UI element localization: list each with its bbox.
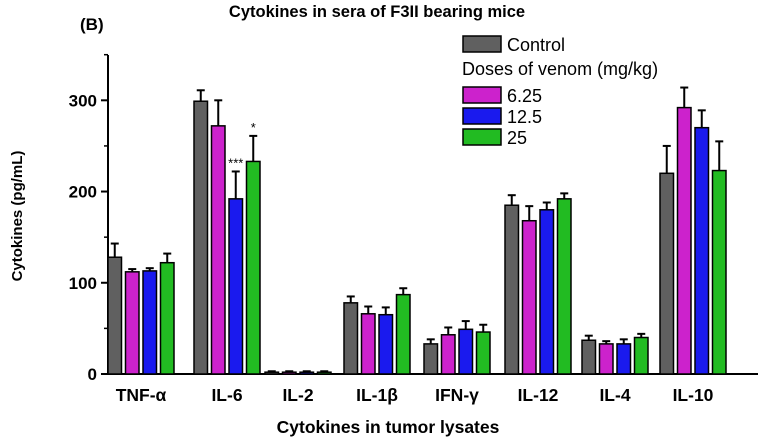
bar-25-il-6 [245,160,261,375]
x-tick-label: IL-10 [673,385,714,405]
x-tick-label: IL-4 [599,385,630,405]
bar-control-il-10 [659,172,675,375]
legend: Control Doses of venom (mg/kg) 6.25 12.5… [462,35,658,148]
bar-12-5-il-10 [694,126,710,375]
y-tick-label: 300 [69,91,97,110]
legend-swatch-control [462,35,502,53]
legend-swatch-6-25 [462,86,502,104]
bar-12-5-il-6 [228,198,244,375]
bar-6-25-il-4 [598,343,614,375]
panel-label: (B) [80,15,104,34]
bar-25-il-12 [556,198,572,375]
significance-label: *** [228,155,243,170]
bar-control-il-12 [504,204,520,375]
legend-subtitle: Doses of venom (mg/kg) [462,59,658,79]
bar-12-5-il-12 [539,209,555,375]
bar-6-25-il-1 [360,313,376,375]
bar-25-il-10 [711,169,727,375]
bar-25-il-1 [395,293,411,375]
bar-6-25-il-10 [676,106,692,375]
x-tick-label: IL-6 [211,385,242,405]
legend-label-12-5: 12.5 [507,107,542,127]
x-tick-label: TNF-α [116,385,167,405]
bar-12-5-il-4 [616,343,632,375]
legend-label-control: Control [507,35,565,55]
bar-25-ifn [475,331,491,375]
bar-6-25-il-2 [281,371,297,375]
significance-label: * [251,120,256,135]
bar-6-25-il-12 [521,219,537,375]
bar-control-ifn [423,343,439,375]
bar-12-5-il-1 [378,313,394,375]
x-tick-label: IL-1β [356,385,398,405]
bar-12-5-il-2 [299,371,315,375]
bar-control-il-6 [193,100,209,375]
bar-control-il-4 [581,339,597,375]
chart-title: Cytokines in sera of F3II bearing mice [229,3,525,21]
bar-control-il-1 [343,302,359,375]
x-axis-label: Cytokines in tumor lysates [277,417,500,437]
legend-swatch-25 [462,128,502,146]
bar-12-5-ifn [458,328,474,375]
y-axis-label: Cytokines (pg/mL) [9,151,26,282]
legend-swatch-12-5 [462,107,502,125]
x-tick-label: IFN-γ [435,385,479,405]
bar-6-25-ifn [440,334,456,375]
x-tick-label: IL-12 [518,385,559,405]
annotations: **** [228,120,256,171]
bar-12-5-tnf [142,270,158,375]
bar-6-25-tnf [124,271,140,375]
bars [107,86,727,375]
bar-control-tnf [107,256,123,375]
legend-label-25: 25 [507,128,527,148]
bar-25-il-4 [633,336,649,375]
y-tick-label: 100 [69,274,97,293]
y-tick-label: 200 [69,183,97,202]
bar-6-25-il-6 [210,125,226,375]
bar-control-il-2 [264,371,280,375]
bar-25-tnf [159,261,175,375]
y-tick-label: 0 [88,365,97,384]
legend-label-6-25: 6.25 [507,86,542,106]
x-tick-label: IL-2 [282,385,313,405]
bar-25-il-2 [316,371,332,375]
